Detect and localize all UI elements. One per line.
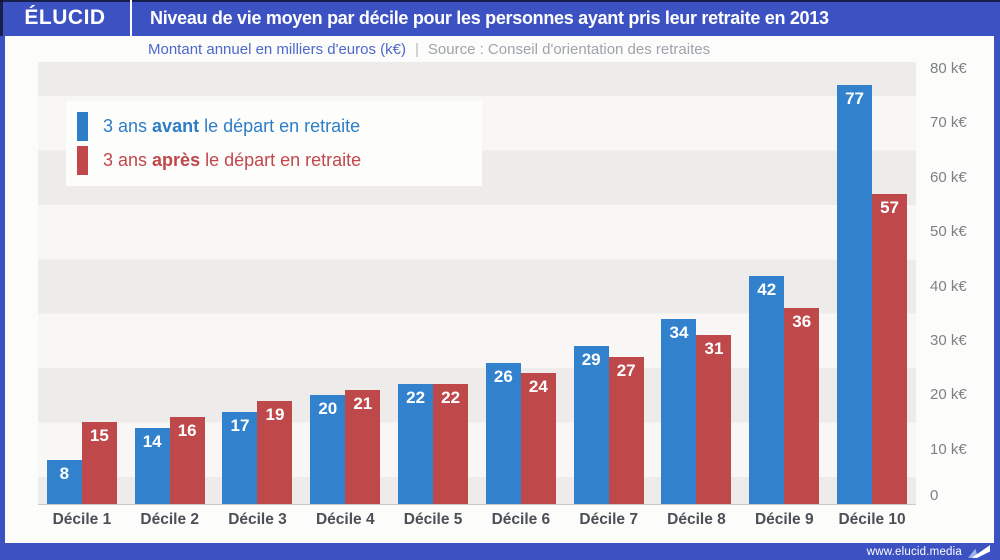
bar-value-label: 24	[528, 377, 548, 396]
legend-label-suffix: le départ en retraite	[205, 150, 362, 170]
bar-apres-decile-7: 27	[608, 357, 644, 504]
x-axis-label-decile-1: Décile 1	[52, 511, 112, 528]
bar-value-label: 27	[616, 361, 636, 380]
bar-apres-decile-1: 15	[81, 422, 117, 504]
bar-group-10: 77 57	[828, 85, 916, 504]
footer-url: www.elucid.media	[866, 545, 962, 558]
legend-swatch-blue	[77, 112, 88, 141]
y-axis-tick-0: 0	[930, 487, 939, 504]
bar-value-label: 14	[142, 432, 162, 451]
bar-apres-decile-3: 19	[257, 401, 293, 504]
bar-group-5: 22 22	[389, 384, 477, 504]
bar-avant-decile-2: 14	[134, 428, 170, 504]
bar-value-label: 8	[59, 464, 70, 483]
bar-group-3: 17 19	[214, 401, 302, 504]
bar-apres-decile-10: 57	[872, 194, 908, 504]
bar-avant-decile-3: 17	[222, 412, 258, 504]
bar-value-label: 15	[89, 426, 109, 445]
bar-group-2: 14 16	[126, 417, 214, 504]
y-axis-tick-80: 80 k€	[930, 60, 967, 77]
frame-border-left	[0, 36, 5, 560]
x-axis-label-decile-10: Décile 10	[838, 511, 906, 528]
bar-group-4: 20 21	[301, 390, 389, 504]
legend-label-suffix: le départ en retraite	[204, 116, 361, 136]
x-axis-label-decile-7: Décile 7	[579, 511, 638, 528]
subtitle: Montant annuel en milliers d'euros (k€) …	[148, 36, 710, 63]
bar-avant-decile-7: 29	[573, 346, 609, 504]
subtitle-separator: |	[415, 41, 419, 58]
legend-label-emphasis: avant	[152, 116, 200, 136]
y-axis-tick-40: 40 k€	[930, 278, 967, 295]
y-axis-tick-30: 30 k€	[930, 332, 967, 349]
bar-avant-decile-4: 20	[310, 395, 346, 504]
legend-label-prefix: 3 ans	[103, 116, 148, 136]
x-axis-label-decile-9: Décile 9	[754, 511, 814, 528]
y-axis-tick-60: 60 k€	[930, 169, 967, 186]
elucid-arrow-icon	[968, 545, 990, 558]
bar-value-label: 31	[704, 339, 724, 358]
y-axis-tick-50: 50 k€	[930, 223, 967, 240]
bar-group-9: 42 36	[740, 276, 828, 504]
bar-apres-decile-9: 36	[784, 308, 820, 504]
bar-value-label: 34	[669, 323, 689, 342]
bar-avant-decile-8: 34	[661, 319, 697, 504]
x-axis-label-decile-6: Décile 6	[491, 511, 551, 528]
bar-value-label: 22	[441, 388, 461, 407]
y-axis-labels: 80 k€ 70 k€ 60 k€ 50 k€ 40 k€ 30 k€ 20 k€ 10 k€…	[930, 0, 996, 560]
bar-value-label: 29	[581, 350, 601, 369]
bars-container: 8 15 14 16 17 19 20 21 22 22 26 24 29 27 34 31 42 36 77 57	[38, 62, 916, 504]
bar-value-label: 16	[177, 421, 197, 440]
bar-apres-decile-5: 22	[433, 384, 469, 504]
x-axis-label-decile-2: Décile 2	[140, 511, 199, 528]
bar-value-label: 21	[353, 394, 373, 413]
bar-group-6: 26 24	[477, 363, 565, 504]
bar-avant-decile-9: 42	[749, 276, 785, 504]
bar-avant-decile-6: 26	[485, 363, 521, 504]
source-label: Source : Conseil d'orientation des retra…	[427, 41, 711, 58]
frame-border-right	[994, 36, 1000, 560]
legend-label-emphasis: après	[152, 150, 201, 170]
x-axis-labels: Décile 1 Décile 2 Décile 3 Décile 4 Décile 5…	[38, 511, 916, 529]
bar-value-label: 36	[792, 312, 812, 331]
bar-value-label: 20	[318, 399, 338, 418]
header-divider	[130, 0, 132, 36]
y-axis-tick-70: 70 k€	[930, 114, 967, 131]
bar-value-label: 42	[757, 280, 777, 299]
legend-item-avant: 3 ans avant le départ en retraite	[77, 112, 482, 141]
bar-apres-decile-2: 16	[169, 417, 205, 504]
header-bar: ÉLUCID Niveau de vie moyen par décile po…	[0, 0, 1000, 36]
x-axis-label-decile-3: Décile 3	[228, 511, 287, 528]
legend: 3 ans avant le départ en retraite 3 ans …	[66, 101, 482, 186]
bar-avant-decile-5: 22	[398, 384, 434, 504]
bar-value-label: 19	[265, 405, 285, 424]
bar-value-label: 26	[493, 367, 513, 386]
page-title: Niveau de vie moyen par décile pour les …	[150, 7, 829, 28]
legend-label-prefix: 3 ans	[103, 150, 148, 170]
y-axis-tick-10: 10 k€	[930, 441, 967, 458]
bar-value-label: 17	[230, 416, 250, 435]
bar-avant-decile-1: 8	[46, 460, 82, 504]
bar-group-1: 8 15	[38, 422, 126, 504]
elucid-logo: ÉLUCID	[24, 6, 106, 29]
x-axis-label-decile-8: Décile 8	[667, 511, 726, 528]
legend-swatch-red	[77, 146, 88, 175]
y-axis-unit-label: Montant annuel en milliers d'euros (k€)	[148, 41, 406, 58]
footer-bar: www.elucid.media	[0, 543, 1000, 560]
bar-apres-decile-6: 24	[520, 373, 556, 504]
x-axis-label-decile-5: Décile 5	[403, 511, 463, 528]
bar-value-label: 57	[880, 198, 900, 217]
bar-group-8: 34 31	[653, 319, 741, 504]
bar-value-label: 77	[845, 89, 865, 108]
x-axis-label-decile-4: Décile 4	[315, 511, 375, 528]
bar-apres-decile-8: 31	[696, 335, 732, 504]
y-axis-tick-20: 20 k€	[930, 386, 967, 403]
bar-avant-decile-10: 77	[837, 85, 873, 504]
legend-item-apres: 3 ans après le départ en retraite	[77, 146, 482, 175]
plot-area: 8 15 14 16 17 19 20 21 22 22 26 24 29 27 34 31 42 36 77 57	[38, 62, 916, 505]
bar-apres-decile-4: 21	[345, 390, 381, 504]
bar-group-7: 29 27	[565, 346, 653, 504]
bar-value-label: 22	[406, 388, 426, 407]
